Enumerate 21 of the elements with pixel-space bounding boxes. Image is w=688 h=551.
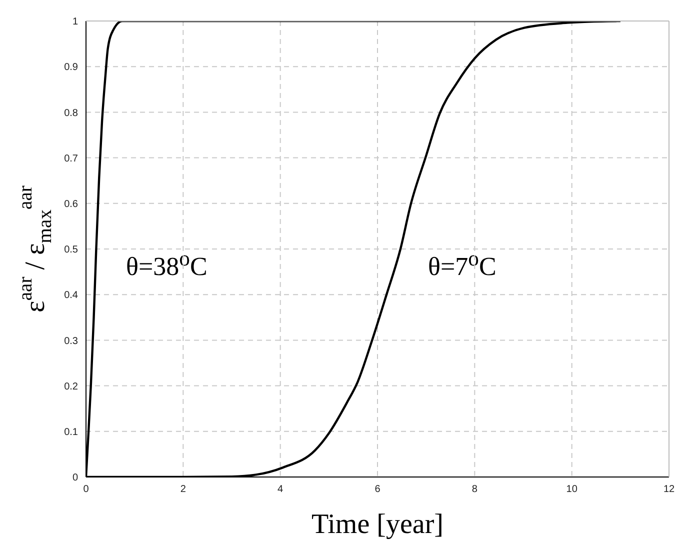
y-tick-label: 0.7 (64, 153, 78, 164)
annotation: θ=38$^{o}$C (126, 246, 208, 281)
x-tick-label: 8 (472, 484, 478, 496)
y-tick-label: 0.1 (64, 426, 78, 438)
x-axis-title: Time [year] (312, 509, 444, 540)
x-tick-label: 6 (374, 484, 381, 496)
y-tick-label: 1 (72, 16, 78, 28)
x-tick-label: 4 (278, 484, 284, 496)
x-tick-label: 12 (663, 484, 675, 496)
x-tick-label: 2 (180, 484, 186, 496)
y-tick-label: 0.4 (64, 290, 78, 302)
x-tick-label: 0 (83, 484, 90, 496)
y-tick-label: 0.2 (64, 381, 78, 392)
y-tick-label: 0.8 (64, 108, 78, 119)
y-tick-label: 0.3 (64, 336, 78, 347)
y-tick-label: 0.6 (64, 198, 78, 210)
y-tick-label: 0.9 (64, 62, 78, 74)
y-tick-label: 0.5 (64, 244, 78, 256)
x-tick-label: 10 (566, 484, 578, 496)
annotation: θ=7$^{o}$C (428, 246, 496, 281)
y-tick-label: 0 (72, 472, 78, 484)
